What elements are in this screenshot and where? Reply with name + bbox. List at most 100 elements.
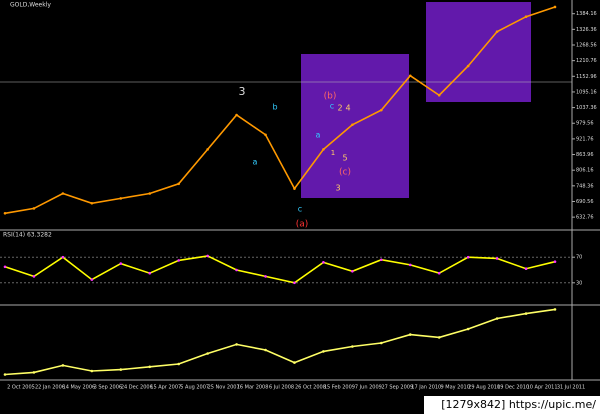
x-tick-label: 3 Sep 2006	[94, 385, 123, 391]
data-point	[495, 317, 499, 320]
x-tick-label: 22 Jan 2006	[35, 385, 65, 391]
y-tick-label: 1210.76	[576, 58, 597, 64]
data-point	[177, 362, 180, 366]
x-tick-label: 26 Oct 2008	[295, 385, 326, 391]
data-point	[119, 197, 123, 200]
wave-label: a	[316, 131, 321, 140]
data-point	[380, 258, 383, 262]
wave-label: 5	[342, 154, 347, 163]
data-point	[235, 343, 238, 346]
y-tick-label: 690.56	[576, 199, 594, 205]
data-point	[495, 30, 499, 33]
data-point	[32, 275, 36, 278]
data-point	[437, 93, 441, 97]
x-tick-label: 10 Apr 2011	[527, 385, 558, 391]
data-point	[408, 263, 412, 267]
y-tick-label: 806.16	[576, 168, 594, 174]
data-point	[3, 211, 7, 215]
x-tick-label: 6 Jul 2008	[269, 385, 294, 391]
data-point	[235, 113, 238, 117]
data-point	[553, 5, 557, 9]
data-point	[119, 368, 123, 371]
x-tick-label: 29 Aug 2010	[468, 385, 500, 391]
data-point	[61, 192, 65, 195]
data-point	[553, 308, 557, 311]
wave-label: a	[253, 158, 258, 167]
y-tick-label: 1037.36	[576, 105, 597, 111]
chart-title: GOLD,Weekly	[10, 2, 51, 9]
wave-label: 3	[335, 184, 340, 193]
data-point	[380, 108, 383, 112]
data-line	[4, 6, 556, 215]
y-tick-label: 1152.96	[576, 74, 597, 80]
wave-label: b	[272, 103, 277, 112]
data-point	[148, 271, 152, 275]
data-point	[177, 182, 180, 186]
highlight-box	[301, 54, 409, 198]
data-point	[235, 268, 238, 272]
data-point	[466, 255, 470, 259]
data-point	[293, 361, 296, 364]
data-point	[206, 254, 209, 258]
data-point	[322, 261, 325, 264]
data-line	[4, 308, 556, 376]
x-tick-label: 24 Dec 2006	[121, 385, 153, 391]
highlight-box	[426, 2, 531, 102]
wave-label: (c)	[339, 168, 351, 178]
x-tick-label: 9 May 2010	[440, 385, 469, 391]
y-tick-label: 1268.56	[576, 42, 597, 48]
data-point	[293, 187, 296, 190]
wave-label: 4	[345, 104, 350, 113]
data-point	[3, 265, 7, 269]
wave-label: c	[298, 205, 302, 214]
wave-label: 3	[239, 85, 246, 98]
x-tick-label: 31 Jul 2011	[557, 385, 585, 391]
data-point	[90, 201, 94, 205]
data-point	[61, 255, 65, 259]
data-point	[553, 260, 557, 263]
watermark: [1279x842] https://upic.me/	[441, 398, 596, 411]
x-tick-label: 17 Jan 2010	[411, 385, 441, 391]
data-point	[293, 281, 296, 285]
data-point	[380, 341, 383, 345]
x-tick-label: 16 Mar 2008	[237, 385, 269, 391]
data-point	[264, 348, 267, 352]
y-tick-label: 863.96	[576, 152, 594, 158]
data-point	[322, 148, 325, 151]
wave-label: 2	[337, 104, 342, 113]
data-point	[351, 269, 354, 273]
x-tick-label: 19 Dec 2010	[497, 385, 529, 391]
x-tick-label: 15 Apr 2007	[150, 385, 181, 391]
data-point	[32, 371, 36, 374]
data-point	[32, 207, 36, 210]
data-point	[3, 373, 7, 376]
data-point	[206, 148, 209, 151]
y-tick-label: 1095.16	[576, 89, 597, 95]
x-tick-label: 5 Aug 2007	[180, 385, 209, 391]
x-tick-label: 14 May 2006	[63, 385, 96, 391]
data-point	[322, 350, 325, 353]
x-tick-label: 15 Feb 2009	[324, 385, 355, 391]
watermark-box	[424, 396, 600, 414]
wave-label: c	[330, 102, 334, 111]
wave-label: (a)	[296, 220, 309, 230]
data-point	[437, 336, 441, 339]
data-point	[466, 327, 470, 331]
x-tick-label: 27 Sep 2009	[381, 385, 413, 391]
data-point	[524, 312, 528, 315]
data-line	[4, 255, 556, 284]
data-point	[61, 364, 65, 367]
y-tick-label: 30	[576, 280, 582, 286]
data-point	[264, 133, 267, 137]
panel-title: RSI(14) 63.3282	[3, 232, 52, 239]
y-tick-label: 70	[576, 255, 582, 261]
x-tick-label: 25 Nov 2007	[208, 385, 240, 391]
y-tick-label: 748.36	[576, 183, 594, 189]
data-point	[408, 74, 412, 78]
data-point	[524, 15, 528, 19]
data-point	[408, 333, 412, 336]
data-point	[495, 257, 499, 260]
y-tick-label: 979.56	[576, 121, 594, 127]
data-point	[148, 192, 152, 195]
